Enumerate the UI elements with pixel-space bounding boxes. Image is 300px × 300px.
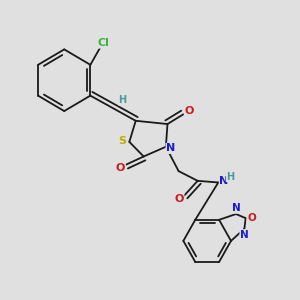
Text: Cl: Cl [97,38,109,48]
Text: S: S [118,136,126,146]
Text: O: O [247,213,256,223]
Text: O: O [184,106,194,116]
Text: H: H [118,95,127,105]
Text: O: O [175,194,184,204]
Text: O: O [116,163,125,173]
Text: N: N [166,143,175,153]
Text: N: N [232,203,240,213]
Text: N: N [219,176,229,186]
Text: H: H [226,172,234,182]
Text: N: N [240,230,249,240]
